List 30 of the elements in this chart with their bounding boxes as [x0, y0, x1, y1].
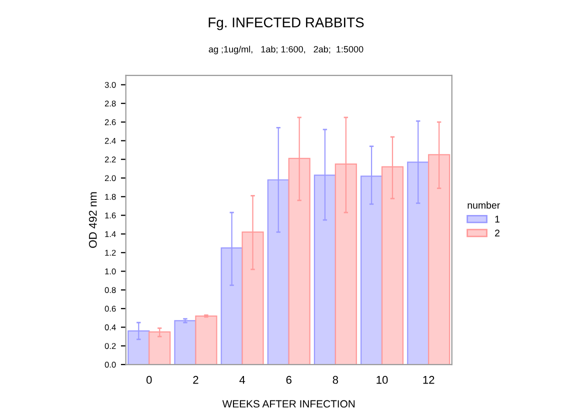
- y-tick-label: 2.0: [104, 175, 116, 182]
- x-tick-label: 10: [376, 376, 388, 384]
- legend-label: 2: [495, 230, 500, 236]
- x-tick-label: 0: [146, 376, 152, 384]
- y-tick-label: 3.0: [104, 82, 116, 88]
- y-tick-label: 0.0: [104, 362, 116, 368]
- chart-title: Fg. INFECTED RABBITS: [208, 18, 364, 30]
- y-tick-label: 0.4: [104, 324, 116, 330]
- y-tick-label: 2.8: [104, 100, 116, 106]
- y-tick-label: 0.2: [104, 343, 116, 349]
- x-axis-title: WEEKS AFTER INFECTION: [222, 400, 355, 408]
- y-tick-label: 0.6: [104, 306, 116, 312]
- x-tick-label: 12: [423, 376, 434, 384]
- y-tick-label: 1.0: [105, 268, 116, 274]
- y-tick-label: 1.6: [105, 212, 116, 218]
- chart-subtitle: ag ;1ug/ml, 1ab; 1:600, 2ab; 1:5000: [208, 46, 364, 54]
- y-tick-label: 2.4: [104, 138, 116, 144]
- y-tick-label: 1.2: [105, 250, 116, 256]
- y-tick-label: 2.2: [104, 156, 116, 162]
- y-tick-label: 1.8: [105, 194, 116, 200]
- x-tick-label: 2: [193, 376, 198, 384]
- x-tick-label: 6: [286, 376, 292, 384]
- legend-label: 1: [495, 216, 500, 222]
- y-tick-label: 0.8: [104, 287, 116, 294]
- y-tick-label: 2.6: [104, 119, 116, 126]
- x-tick-label: 4: [239, 376, 246, 384]
- x-tick-label: 8: [332, 376, 338, 384]
- y-tick-label: 1.4: [105, 231, 116, 237]
- legend-title: number: [468, 202, 500, 209]
- y-axis-title: OD 492 nm: [88, 192, 97, 248]
